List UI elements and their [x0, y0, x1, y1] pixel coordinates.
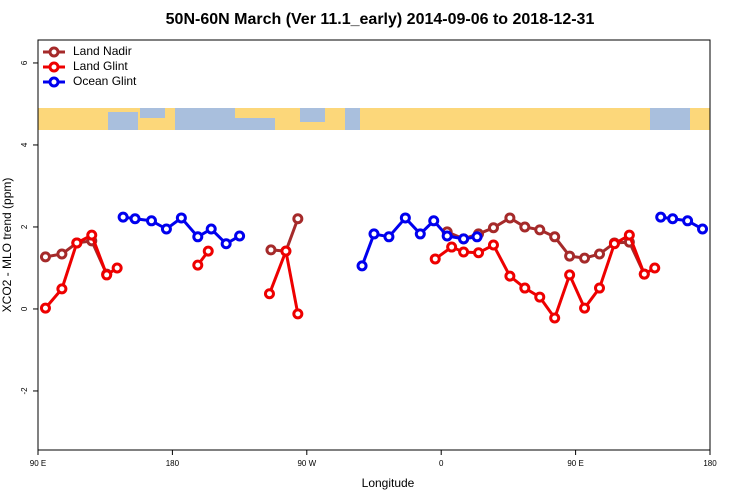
y-tick-label: 2: [20, 224, 29, 229]
point: [71, 237, 83, 249]
point: [519, 221, 531, 233]
point: [682, 215, 694, 227]
x-tick-label: 90 E: [30, 459, 46, 468]
y-tick-label: -2: [20, 387, 29, 395]
point: [519, 282, 531, 294]
point: [473, 247, 485, 259]
point: [101, 269, 113, 281]
point: [129, 213, 141, 225]
point: [471, 231, 483, 243]
point: [117, 211, 129, 223]
x-tick-label: 180: [703, 459, 717, 468]
point: [593, 282, 605, 294]
point: [441, 230, 453, 242]
point: [265, 244, 277, 256]
x-tick-label: 0: [439, 459, 444, 468]
legend-marker: [48, 76, 60, 88]
plot-frame: [37, 39, 711, 451]
point: [564, 250, 576, 262]
series-line: [44, 232, 656, 322]
point: [220, 238, 232, 250]
point: [697, 223, 709, 235]
legend-marker: [48, 61, 60, 73]
point: [414, 228, 426, 240]
point: [549, 231, 561, 243]
legend-label: Land Nadir: [73, 44, 132, 58]
point: [368, 228, 380, 240]
point: [655, 211, 667, 223]
chart-title: 50N-60N March (Ver 11.1_early) 2014-09-0…: [166, 11, 595, 28]
point: [579, 302, 591, 314]
point: [549, 312, 561, 324]
x-tick-label: 90 W: [297, 459, 316, 468]
point: [202, 245, 214, 257]
y-axis-label: XCO2 - MLO trend (ppm): [0, 178, 14, 313]
point: [263, 288, 275, 300]
point: [429, 253, 441, 265]
legend-marker: [48, 46, 60, 58]
x-tick-label: 90 E: [567, 459, 583, 468]
point: [111, 262, 123, 274]
point: [446, 241, 458, 253]
point: [145, 215, 157, 227]
point: [175, 212, 187, 224]
point: [593, 248, 605, 260]
y-tick-label: 0: [20, 306, 29, 311]
point: [534, 291, 546, 303]
point: [428, 215, 440, 227]
point: [234, 230, 246, 242]
x-tick-label: 180: [166, 459, 180, 468]
series-line: [45, 216, 646, 275]
point: [638, 268, 650, 280]
point: [356, 260, 368, 272]
point: [667, 213, 679, 225]
point: [458, 246, 470, 258]
map-band: [38, 108, 710, 130]
point: [504, 270, 516, 282]
point: [292, 213, 304, 225]
point: [564, 269, 576, 281]
x-axis-label: Longitude: [362, 476, 415, 490]
y-tick-label: 4: [20, 142, 29, 147]
point: [649, 262, 661, 274]
point: [205, 223, 217, 235]
point: [383, 231, 395, 243]
point: [487, 239, 499, 251]
point: [504, 212, 516, 224]
point: [39, 251, 51, 263]
point: [292, 308, 304, 320]
point: [56, 248, 68, 260]
point: [487, 222, 499, 234]
point: [399, 212, 411, 224]
point: [86, 229, 98, 241]
legend-label: Ocean Glint: [73, 74, 137, 88]
y-tick-label: 6: [20, 60, 29, 65]
point: [608, 238, 620, 250]
point: [458, 233, 470, 245]
point: [56, 283, 68, 295]
point: [280, 245, 292, 257]
point: [160, 223, 172, 235]
point: [39, 302, 51, 314]
point: [623, 229, 635, 241]
point: [192, 259, 204, 271]
point: [192, 231, 204, 243]
legend-label: Land Glint: [73, 59, 128, 73]
point: [579, 252, 591, 264]
point: [534, 224, 546, 236]
